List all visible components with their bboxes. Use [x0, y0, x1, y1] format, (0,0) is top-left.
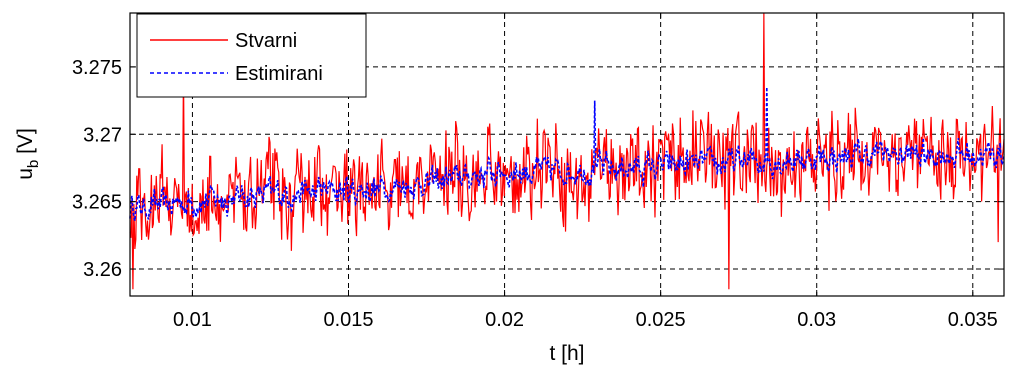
- x-tick-label: 0.02: [485, 309, 524, 331]
- x-tick-label: 0.015: [323, 309, 373, 331]
- y-tick-label: 3.26: [83, 259, 122, 281]
- legend: Stvarni Estimirani: [136, 13, 367, 98]
- x-tick-label: 0.025: [636, 309, 686, 331]
- x-tick-label: 0.035: [948, 309, 998, 331]
- plot-frame: [129, 12, 1005, 297]
- x-tick-label: 0.03: [797, 309, 836, 331]
- y-tick-label: 3.27: [83, 124, 122, 146]
- series-layer: [129, 12, 1005, 290]
- y-tick-label: 3.275: [72, 57, 122, 79]
- legend-box: [136, 13, 367, 98]
- series-line-estimirani: [129, 87, 1005, 222]
- legend-label-stvarni: Stvarni: [235, 30, 297, 52]
- legend-label-estimirani: Estimirani: [235, 63, 323, 85]
- y-tick-label: 3.265: [72, 192, 122, 214]
- x-tick-label: 0.01: [173, 309, 212, 331]
- x-axis-label: t [h]: [549, 342, 584, 365]
- y-axis-label-main: u: [14, 168, 37, 180]
- y-axis-label-unit: [V]: [14, 128, 37, 160]
- y-axis-label: ub [V]: [14, 128, 42, 180]
- ticks: 0.01 0.015 0.02 0.025 0.03 0.035 3.26 3.265 3.27…: [72, 13, 1004, 331]
- y-axis-label-subscript: b: [25, 160, 42, 168]
